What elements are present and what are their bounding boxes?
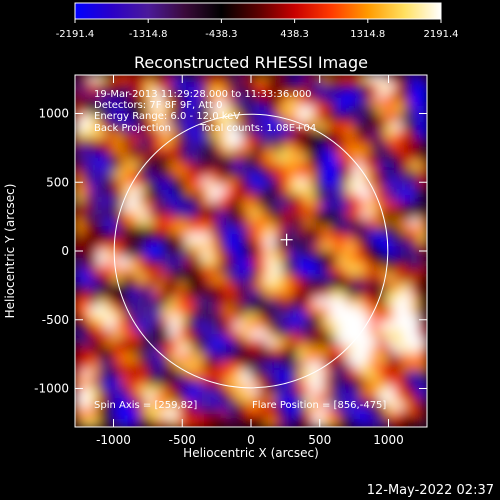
spin-axis-label: Spin Axis = [259,82] xyxy=(94,400,197,411)
annotation-time: 19-Mar-2013 11:29:28.000 to 11:33:36.000 xyxy=(94,89,312,100)
annotation-counts: Total counts: 1.08E+04 xyxy=(199,123,316,134)
colorbar-tick-label: 2191.4 xyxy=(424,29,459,40)
plot-area xyxy=(74,74,428,428)
colorbar-gradient xyxy=(74,2,442,20)
heatmap-image xyxy=(75,75,427,427)
x-tick-label: -1000 xyxy=(96,433,131,447)
y-tick-label: 500 xyxy=(46,175,69,189)
y-tick-label: -1000 xyxy=(34,382,69,396)
colorbar-tick-label: -2191.4 xyxy=(56,29,95,40)
x-tick-label: -500 xyxy=(169,433,196,447)
colorbar-tick-label: -1314.8 xyxy=(129,29,168,40)
colorbar-tick-label: 1314.8 xyxy=(350,29,385,40)
annotation-block: 19-Mar-2013 11:29:28.000 to 11:33:36.000… xyxy=(94,89,316,134)
footer-timestamp: 12-May-2022 02:37 xyxy=(367,483,494,498)
colorbar-tick-label: 438.3 xyxy=(280,29,309,40)
chart-title: Reconstructed RHESSI Image xyxy=(134,53,368,72)
solar-limb-circle xyxy=(113,113,389,389)
x-tick-label: 1000 xyxy=(373,433,404,447)
annotation-method: Back Projection xyxy=(94,123,171,134)
x-tick-label: 500 xyxy=(308,433,331,447)
y-tick-label: 1000 xyxy=(38,107,69,121)
colorbar: -2191.4 -1314.8 -438.3 438.3 1314.8 2191.4 xyxy=(56,2,459,40)
colorbar-ticks: -2191.4 -1314.8 -438.3 438.3 1314.8 2191.4 xyxy=(56,19,459,40)
y-axis-label: Heliocentric Y (arcsec) xyxy=(3,184,17,319)
y-tick-label: 0 xyxy=(61,244,69,258)
flare-position-label: Flare Position = [856,-475] xyxy=(252,400,386,411)
y-axis: -1000 -500 0 500 1000 xyxy=(34,107,427,396)
x-axis: -1000 -500 0 500 1000 xyxy=(96,75,404,447)
sun-center-marker xyxy=(280,233,293,246)
annotation-energy: Energy Range: 6.0 - 12.0 keV xyxy=(94,111,240,122)
annotation-detectors: Detectors: 7F 8F 9F, Att 0 xyxy=(94,100,222,111)
x-axis-label: Heliocentric X (arcsec) xyxy=(183,446,319,460)
colorbar-tick-label: -438.3 xyxy=(205,29,237,40)
y-tick-label: -500 xyxy=(42,313,69,327)
x-tick-label: 0 xyxy=(247,433,255,447)
